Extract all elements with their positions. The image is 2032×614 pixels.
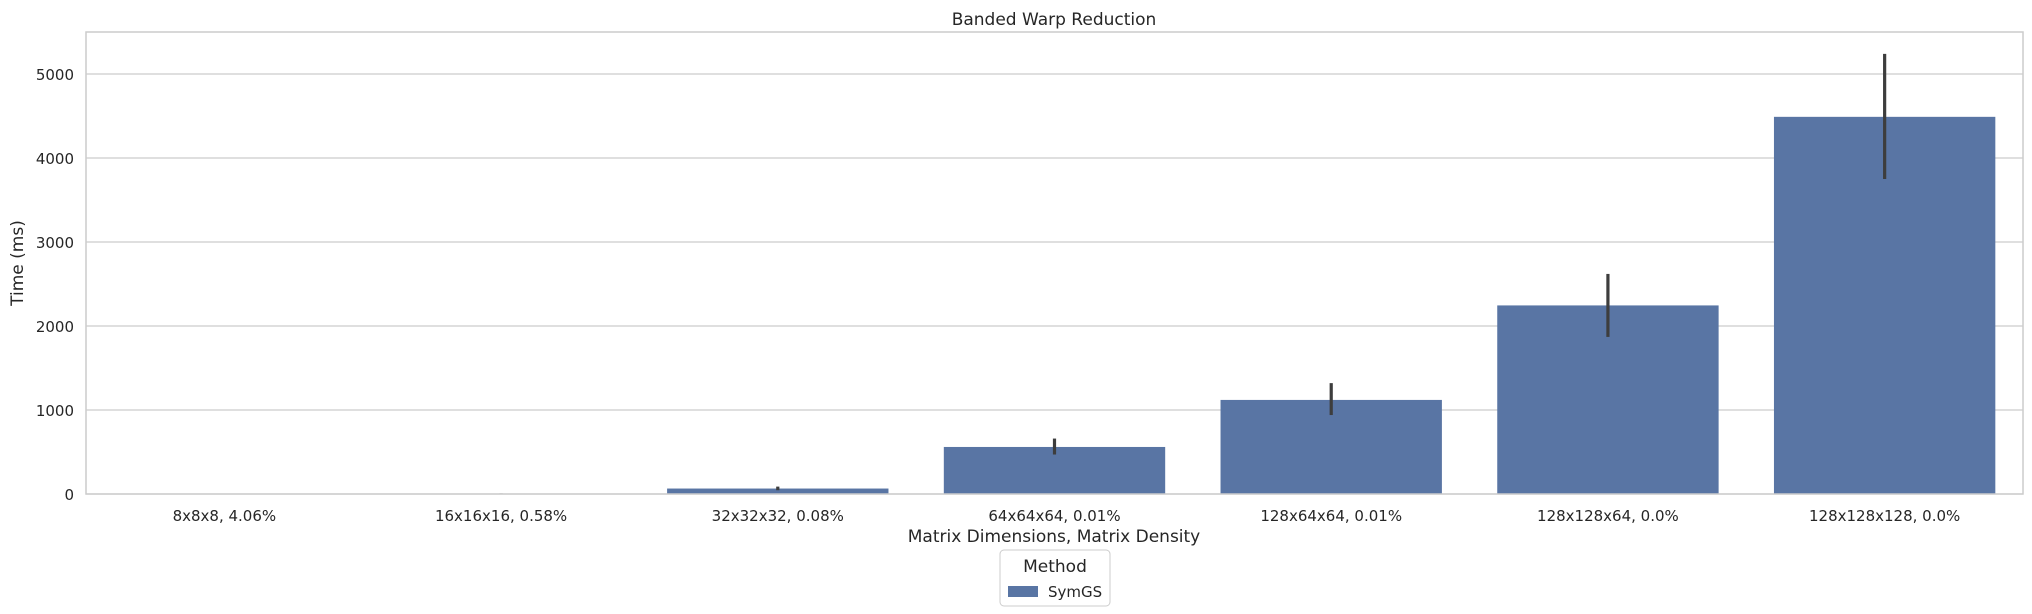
error-bars [499, 53, 1887, 494]
y-axis-label: Time (ms) [8, 220, 28, 307]
x-axis-label: Matrix Dimensions, Matrix Density [908, 527, 1201, 547]
legend-label-symgs: SymGS [1048, 583, 1102, 601]
y-tick-label: 0 [64, 486, 74, 504]
bar-4 [1220, 399, 1442, 494]
legend: Method SymGS [999, 549, 1111, 607]
chart-title: Banded Warp Reduction [952, 10, 1157, 30]
bar-2 [667, 488, 889, 494]
x-tick-label: 16x16x16, 0.58% [435, 507, 567, 525]
plot-frame [85, 31, 2024, 495]
y-tick-label: 5000 [36, 66, 74, 84]
x-tick-label: 128x128x128, 0.0% [1809, 507, 1960, 525]
x-tick-label: 128x64x64, 0.01% [1260, 507, 1402, 525]
x-tick-label: 128x128x64, 0.0% [1537, 507, 1679, 525]
x-tick-label: 64x64x64, 0.01% [988, 507, 1120, 525]
y-tick-label: 3000 [36, 234, 74, 252]
legend-swatch [1008, 586, 1038, 597]
x-tick-label: 32x32x32, 0.08% [712, 507, 844, 525]
bar-3 [943, 446, 1166, 494]
y-tick-label: 1000 [36, 402, 74, 420]
legend-title: Method [1023, 557, 1087, 577]
x-axis-ticks: 8x8x8, 4.06% 16x16x16, 0.58% 32x32x32, 0.0… [173, 507, 1961, 525]
plot-area [86, 32, 2023, 494]
bar-6 [1773, 116, 1996, 494]
y-tick-label: 4000 [36, 150, 74, 168]
x-tick-label: 8x8x8, 4.06% [173, 507, 277, 525]
bars [113, 116, 1996, 494]
y-tick-label: 2000 [36, 318, 74, 336]
y-axis-ticks: 0 1000 2000 3000 4000 5000 [36, 66, 74, 504]
